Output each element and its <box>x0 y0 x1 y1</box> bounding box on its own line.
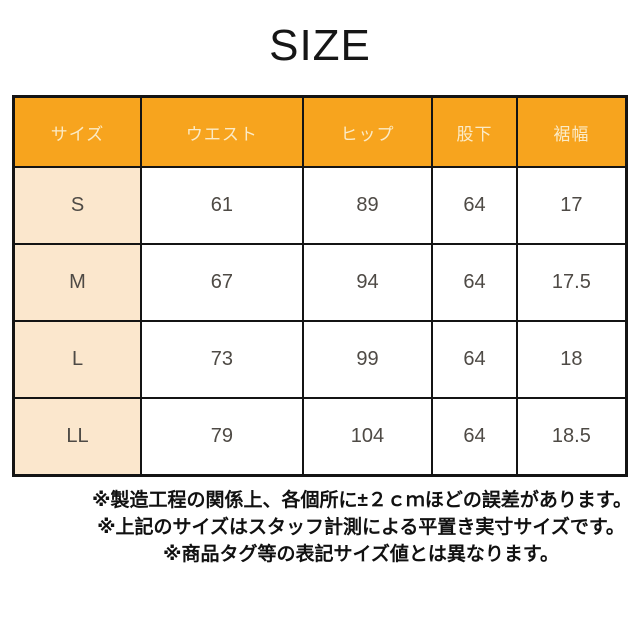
value-cell: 79 <box>140 397 304 477</box>
note-line-tolerance: ※製造工程の関係上、各個所に±２ｃｍほどの誤差があります。 <box>92 490 633 511</box>
header-cell-waist: ウエスト <box>140 95 304 168</box>
table-row-ll: LL 79 104 64 18.5 <box>12 397 628 477</box>
value-cell: 73 <box>140 320 304 399</box>
table-header: サイズ ウエスト ヒップ 股下 裾幅 <box>12 95 628 168</box>
value-cell: 17 <box>515 166 628 245</box>
header-cell-size: サイズ <box>12 95 142 168</box>
value-cell: 64 <box>431 397 518 477</box>
value-cell: 64 <box>431 243 518 322</box>
table-row-l: L 73 99 64 18 <box>12 320 628 399</box>
header-cell-inseam: 股下 <box>431 95 518 168</box>
value-cell: 18.5 <box>515 397 628 477</box>
value-cell: 61 <box>140 166 304 245</box>
header-cell-hip: ヒップ <box>301 95 434 168</box>
note-line-measurement: ※上記のサイズはスタッフ計測による平置き実寸サイズです。 <box>97 517 625 538</box>
size-chart-table: サイズ ウエスト ヒップ 股下 裾幅 S 61 89 64 17 M 67 94… <box>12 95 628 477</box>
header-cell-hem: 裾幅 <box>515 95 628 168</box>
value-cell: 18 <box>515 320 628 399</box>
disclaimer-notes: ※製造工程の関係上、各個所に±２ｃｍほどの誤差があります。 ※上記のサイズはスタ… <box>92 487 633 568</box>
header-row: サイズ ウエスト ヒップ 股下 裾幅 <box>12 95 628 168</box>
value-cell: 17.5 <box>515 243 628 322</box>
page-title: SIZE <box>269 21 371 70</box>
value-cell: 67 <box>140 243 304 322</box>
value-cell: 89 <box>301 166 434 245</box>
size-cell: LL <box>12 397 142 477</box>
size-cell: L <box>12 320 142 399</box>
size-cell: M <box>12 243 142 322</box>
size-cell: S <box>12 166 142 245</box>
value-cell: 94 <box>301 243 434 322</box>
table-row-s: S 61 89 64 17 <box>12 166 628 245</box>
note-line-tag: ※商品タグ等の表記サイズ値とは異なります。 <box>162 544 559 565</box>
table-body: S 61 89 64 17 M 67 94 64 17.5 L 73 99 64… <box>12 166 628 477</box>
value-cell: 99 <box>301 320 434 399</box>
value-cell: 64 <box>431 320 518 399</box>
table-row-m: M 67 94 64 17.5 <box>12 243 628 322</box>
value-cell: 104 <box>301 397 434 477</box>
value-cell: 64 <box>431 166 518 245</box>
